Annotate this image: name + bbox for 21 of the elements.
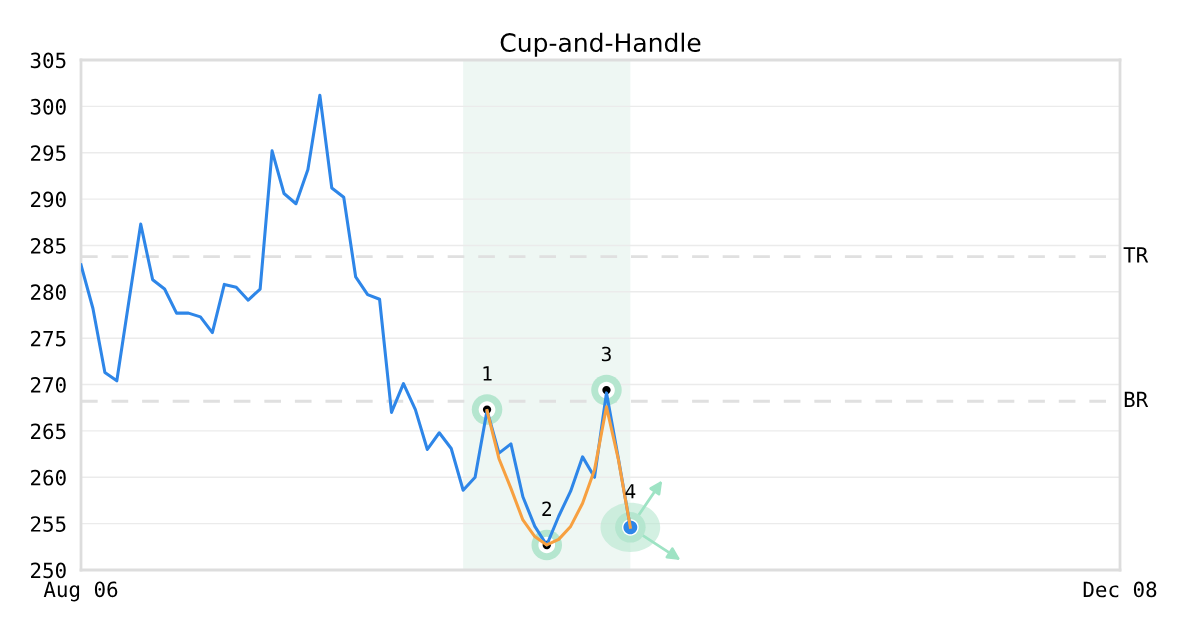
y-tick-label: 265 bbox=[31, 423, 66, 440]
y-tick-label: 300 bbox=[30, 98, 66, 115]
y-tick-label: 290 bbox=[31, 191, 66, 208]
x-tick-label: Dec 08 bbox=[1083, 581, 1157, 598]
y-tick-label: 280 bbox=[31, 284, 66, 301]
y-tick-label: 270 bbox=[31, 377, 66, 393]
annotation: 2 bbox=[542, 501, 551, 516]
x-tick-label: Aug 06 bbox=[43, 581, 118, 602]
y-tick-label: 260 bbox=[31, 469, 66, 486]
y-tick-label: 295 bbox=[31, 145, 66, 161]
y-tick-label: 255 bbox=[31, 516, 66, 532]
y-tick-label: 275 bbox=[31, 330, 66, 347]
y-tick-label: 305 bbox=[30, 52, 66, 69]
ref-line-label: TR bbox=[1123, 247, 1149, 263]
y-tick-label: 285 bbox=[31, 237, 66, 254]
ref-line-label: BR bbox=[1124, 391, 1149, 408]
annotation: 3 bbox=[601, 346, 611, 362]
annotation: 4 bbox=[625, 484, 636, 499]
annotation: 1 bbox=[483, 366, 492, 381]
y-tick-label: 250 bbox=[31, 562, 66, 579]
chart-title: Cup-and-Handle bbox=[500, 32, 701, 57]
